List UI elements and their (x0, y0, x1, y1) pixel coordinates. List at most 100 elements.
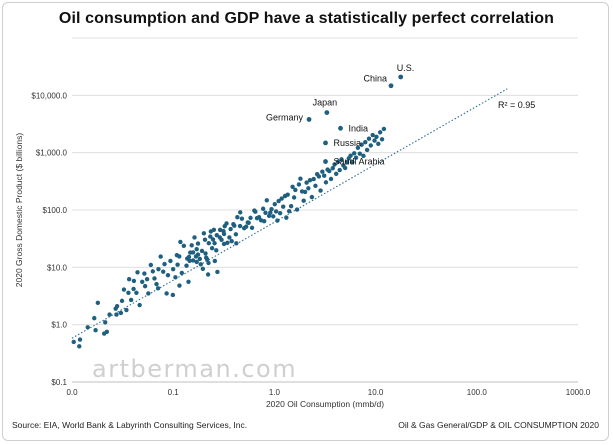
data-point (264, 198, 269, 203)
data-point-labeled (398, 74, 404, 80)
data-point (186, 279, 191, 284)
x-tick-label: 10.0 (368, 388, 384, 397)
data-point (199, 248, 205, 254)
data-point (194, 247, 199, 252)
data-point (293, 187, 298, 193)
data-point (294, 207, 300, 212)
data-point (350, 159, 355, 165)
data-point (334, 171, 339, 177)
data-point (146, 291, 151, 296)
data-point (179, 270, 185, 276)
data-point (291, 195, 297, 200)
data-point (190, 250, 196, 255)
data-point (355, 145, 361, 151)
data-point (210, 237, 216, 242)
data-point (221, 231, 227, 237)
data-point (202, 237, 208, 242)
data-point (162, 261, 167, 267)
data-point (379, 137, 385, 142)
data-point (228, 226, 233, 232)
data-point (192, 235, 197, 240)
data-point (114, 312, 119, 317)
data-point (370, 132, 375, 138)
country-label: U.S. (397, 63, 415, 73)
country-label: China (363, 74, 387, 84)
data-point (137, 302, 142, 308)
data-point (140, 279, 145, 284)
country-label: Germany (266, 112, 304, 122)
data-point (208, 234, 213, 239)
data-point (150, 269, 156, 274)
y-axis-title: 2020 Gross Domestic Product ($ billions) (14, 133, 24, 288)
data-point (205, 272, 211, 277)
data-point (381, 126, 387, 132)
data-point (219, 237, 224, 243)
data-point (144, 277, 150, 282)
data-point (229, 238, 234, 244)
data-point (181, 243, 187, 249)
data-point (227, 235, 232, 240)
data-point (352, 151, 357, 156)
data-point (92, 315, 97, 321)
data-point (337, 167, 342, 173)
data-point (246, 220, 251, 225)
data-point-labeled (338, 125, 343, 131)
data-point (237, 223, 243, 229)
data-point (288, 203, 294, 209)
country-label: Saudi Arabia (334, 157, 385, 167)
data-point (206, 260, 211, 266)
data-point (301, 198, 306, 203)
data-point (209, 245, 215, 251)
data-point (214, 248, 219, 253)
data-point (142, 271, 147, 276)
data-point (269, 207, 274, 212)
data-point (376, 141, 381, 147)
data-point (357, 151, 363, 156)
data-point (187, 258, 192, 264)
x-axis-title: 2020 Oil Consumption (mmb/d) (266, 399, 384, 409)
data-point (107, 312, 112, 317)
data-point (221, 241, 227, 247)
data-point (103, 320, 108, 325)
data-point (121, 287, 127, 292)
data-point (128, 297, 134, 303)
data-point (318, 188, 323, 193)
data-point (268, 210, 273, 215)
x-tick-label: 0.0 (66, 388, 78, 397)
data-point (239, 216, 245, 221)
data-point (175, 262, 180, 267)
y-tick-label: $10,000.0 (31, 91, 67, 100)
data-point (253, 209, 258, 214)
x-tick-label: 1.0 (269, 388, 281, 397)
data-point (189, 243, 194, 248)
data-point (134, 290, 139, 295)
data-point (186, 254, 192, 260)
data-point (262, 218, 267, 224)
y-tick-label: $10.0 (47, 263, 68, 272)
data-point (374, 134, 379, 140)
data-point (366, 136, 372, 141)
data-point (260, 206, 266, 211)
data-point (279, 196, 284, 201)
data-point (298, 176, 303, 181)
data-point (203, 251, 208, 256)
data-point (170, 292, 176, 298)
data-point (126, 290, 131, 295)
data-point (201, 231, 207, 236)
data-point (309, 194, 315, 200)
data-point (170, 266, 176, 272)
data-point (363, 139, 368, 145)
data-point (190, 258, 196, 263)
data-point (280, 204, 286, 209)
data-point (234, 241, 239, 246)
data-point (93, 328, 98, 333)
data-point (306, 186, 311, 191)
data-point (77, 344, 82, 349)
data-point (155, 286, 161, 291)
data-point (158, 254, 163, 259)
y-tick-label: $0.1 (51, 378, 67, 387)
data-point (195, 241, 201, 246)
data-point (77, 337, 83, 342)
data-point (212, 258, 218, 264)
data-point (272, 201, 277, 207)
